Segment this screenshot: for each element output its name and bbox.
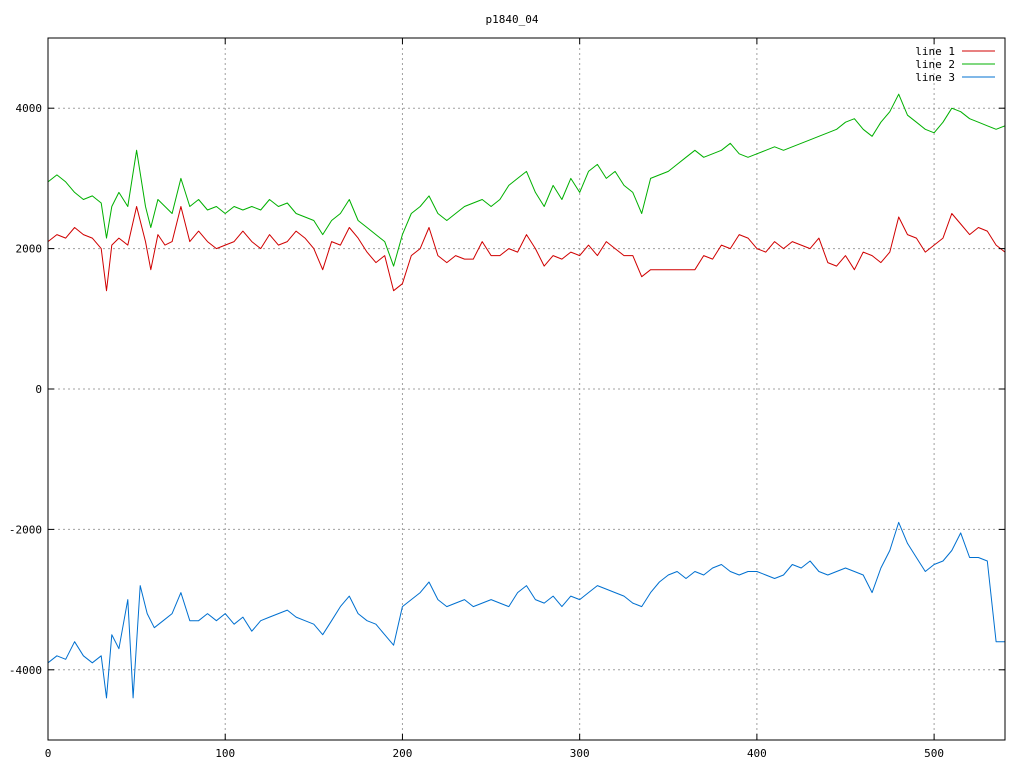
- chart-title: p1840_04: [486, 13, 539, 26]
- legend-label-3: line 3: [915, 71, 955, 84]
- x-tick-label: 500: [924, 747, 944, 760]
- plot-border: [47, 37, 1006, 741]
- plot-area: [47, 93, 1006, 699]
- axis-ticks: 0 100 200 300 400 500 -4000 -2000 0 2000 4000: [9, 38, 1005, 760]
- series-line-2: [47, 93, 1006, 267]
- y-tick-label: -4000: [9, 664, 42, 677]
- series-line-1: [47, 206, 1006, 292]
- legend-label-1: line 1: [915, 45, 955, 58]
- series-line-3: [47, 521, 1005, 699]
- x-tick-label: 200: [393, 747, 413, 760]
- x-tick-label: 0: [45, 747, 52, 760]
- grid: [48, 38, 1005, 740]
- x-tick-label: 300: [570, 747, 590, 760]
- y-tick-label: 4000: [16, 102, 43, 115]
- y-tick-label: -2000: [9, 523, 42, 536]
- legend-label-2: line 2: [915, 58, 955, 71]
- y-tick-label: 0: [35, 383, 42, 396]
- y-tick-label: 2000: [16, 243, 43, 256]
- x-tick-label: 400: [747, 747, 767, 760]
- x-tick-label: 100: [215, 747, 235, 760]
